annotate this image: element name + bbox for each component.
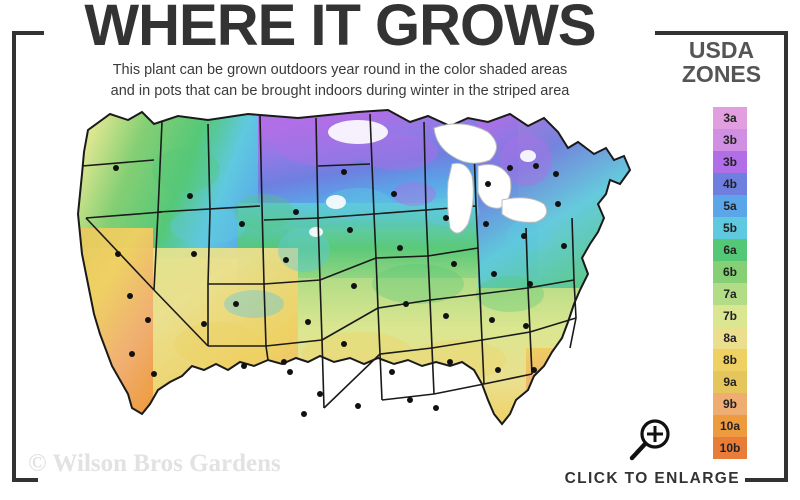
legend-swatch-4b-3: 4b	[713, 173, 747, 195]
legend-swatch-10b-15: 10b	[713, 437, 747, 459]
map-state-borders	[76, 108, 632, 426]
click-to-enlarge-label[interactable]: CLICK TO ENLARGE	[564, 470, 740, 487]
legend-swatch-label: 8a	[723, 331, 737, 345]
legend-swatch-3b-2: 3b	[713, 151, 747, 173]
legend-swatch-label: 3b	[722, 155, 737, 169]
legend-swatch-6a-6: 6a	[713, 239, 747, 261]
legend-swatch-label: 4b	[722, 177, 737, 191]
page-title: WHERE IT GROWS	[84, 0, 596, 58]
legend-title-line-1: USDA	[688, 37, 755, 63]
legend-swatch-6b-7: 6b	[713, 261, 747, 283]
legend-swatch-label: 10a	[719, 419, 741, 433]
legend-swatch-3b-1: 3b	[713, 129, 747, 151]
watermark: © Wilson Bros Gardens	[28, 450, 281, 477]
legend-swatch-3a-0: 3a	[713, 107, 747, 129]
subtitle-line-2: and in pots that can be brought indoors …	[110, 83, 570, 100]
legend-title-line-2: ZONES	[681, 61, 762, 88]
legend-swatch-label: 3b	[722, 133, 737, 147]
legend-swatch-label: 9a	[723, 375, 737, 389]
map-zone-fill	[78, 110, 630, 424]
frame-bottom-left-segment	[12, 478, 38, 482]
legend-swatch-9a-12: 9a	[713, 371, 747, 393]
legend-swatch-label: 3a	[723, 111, 737, 125]
legend-swatch-7a-8: 7a	[713, 283, 747, 305]
legend-swatch-label: 7b	[722, 309, 737, 323]
legend-swatch-label: 6a	[723, 243, 737, 257]
frame-bottom-right-segment	[745, 478, 788, 482]
legend-swatch-label: 8b	[722, 353, 737, 367]
legend-swatch-label: 10b	[719, 441, 741, 455]
legend-swatch-8a-10: 8a	[713, 327, 747, 349]
legend-swatch-7b-9: 7b	[713, 305, 747, 327]
magnifier-plus-icon[interactable]	[625, 415, 675, 465]
legend-title: USDA ZONES	[655, 38, 788, 86]
legend-swatch-list: 3a 3b 3b 4b 5a 5b 6a 6b 7a 7b 8a 8b 9a 9b 10a 10b	[713, 107, 747, 459]
legend-swatch-label: 7a	[723, 287, 737, 301]
legend-swatch-label: 6b	[722, 265, 737, 279]
frame-right-segment	[784, 31, 788, 482]
legend-swatch-8b-11: 8b	[713, 349, 747, 371]
map-city-markers	[113, 163, 567, 417]
legend-swatch-5a-4: 5a	[713, 195, 747, 217]
subtitle-line-1: This plant can be grown outdoors year ro…	[112, 62, 568, 78]
frame-top-left-segment	[12, 31, 44, 35]
frame-left-segment	[12, 31, 16, 482]
legend-swatch-9b-13: 9b	[713, 393, 747, 415]
subtitle: This plant can be grown outdoors year ro…	[40, 60, 640, 102]
legend-swatch-10a-14: 10a	[713, 415, 747, 437]
legend-swatch-5b-5: 5b	[713, 217, 747, 239]
frame-top-right-segment	[655, 31, 788, 35]
legend-swatch-label: 5b	[722, 221, 737, 235]
legend-swatch-label: 5a	[723, 199, 737, 213]
hardiness-zone-map[interactable]	[58, 108, 658, 448]
legend-swatch-label: 9b	[722, 397, 737, 411]
